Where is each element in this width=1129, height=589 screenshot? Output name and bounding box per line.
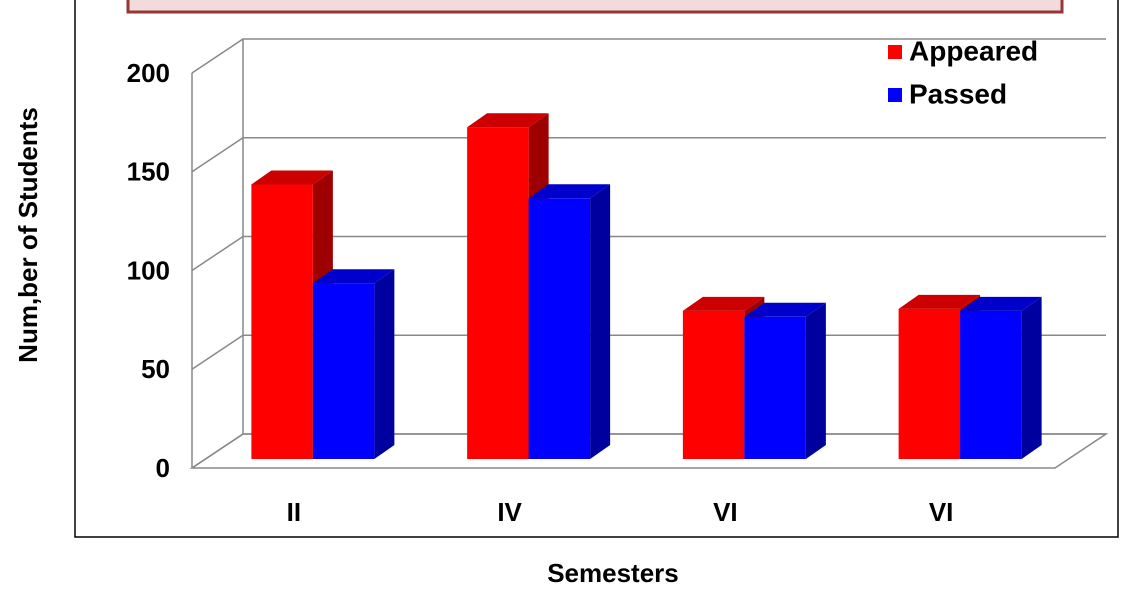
bar-front [744,316,806,459]
bar-front [682,310,745,459]
bar-front [960,310,1022,459]
bar-top [467,113,549,128]
title-box [126,0,1064,14]
y-tick-label: 150 [127,157,170,187]
bar-top [744,302,826,317]
x-tick-label: VI [713,497,738,527]
y-tick-label: 0 [156,453,170,483]
legend-label: Appeared [909,35,1038,66]
x-tick-label: IV [497,497,522,527]
bar-front [312,283,375,459]
legend-swatch [888,88,902,102]
bar-side [1021,296,1042,459]
floor [189,433,1109,469]
bar-side [805,302,826,459]
bar-top [960,296,1042,311]
x-tick-label: II [287,497,301,527]
bar [960,296,1042,459]
bar-top [251,170,333,185]
bar-top [528,184,611,199]
x-tick-label: VI [929,497,954,527]
bar-front [251,184,313,459]
bar-top [898,294,981,309]
bar [528,184,611,460]
bar-side [374,269,395,459]
bar-top [312,269,395,284]
y-tick-label: 100 [127,255,170,285]
bar-side [590,184,611,460]
y-tick-label: 200 [127,58,170,88]
legend-swatch [888,45,902,59]
y-tick-label: 50 [141,354,170,384]
plot-frame [74,0,1119,538]
legend-label: Passed [909,78,1007,109]
grid-line [191,137,1106,173]
bar [312,269,395,459]
y-axis-label: Num,ber of Students [13,107,43,363]
bar-front [467,127,529,459]
bar [744,302,826,459]
bar-front [898,308,961,459]
bar-top [682,296,765,311]
bar-front [528,198,591,460]
x-axis-label: Semesters [547,558,679,588]
bar [251,170,333,459]
